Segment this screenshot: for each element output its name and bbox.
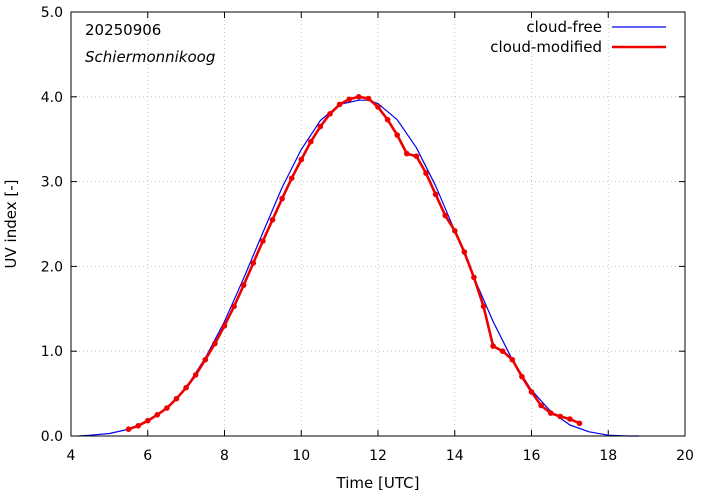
data-point-cloud-modified — [471, 274, 477, 281]
data-point-cloud-modified — [519, 373, 525, 380]
data-point-cloud-modified — [480, 303, 487, 310]
series-line-cloud-modified — [128, 95, 581, 431]
y-axis-title: UV index [-] — [2, 180, 20, 269]
data-point-cloud-modified — [154, 412, 161, 418]
data-point-cloud-modified — [145, 417, 151, 424]
data-point-cloud-modified — [557, 413, 564, 420]
series-layer — [78, 94, 639, 437]
data-point-cloud-modified — [461, 249, 468, 255]
legend-label-cloud-free: cloud-free — [526, 18, 602, 36]
data-point-cloud-modified — [260, 238, 266, 244]
data-point-cloud-modified — [202, 356, 209, 363]
y-tick-label: 3.0 — [41, 175, 63, 191]
annotation-location: Schiermonnikoog — [85, 48, 215, 66]
x-tick-label: 18 — [599, 448, 617, 464]
data-point-cloud-modified — [164, 405, 170, 411]
data-point-cloud-modified — [288, 175, 295, 181]
data-point-cloud-modified — [423, 170, 429, 176]
data-point-cloud-modified — [375, 104, 381, 110]
data-point-cloud-modified — [567, 416, 573, 422]
data-point-cloud-modified — [327, 111, 333, 117]
data-point-cloud-modified — [346, 96, 353, 103]
data-point-cloud-modified — [317, 123, 324, 130]
annotation-date: 20250906 — [85, 21, 161, 39]
data-point-cloud-modified — [125, 426, 132, 433]
y-tick-label: 1.0 — [41, 344, 63, 360]
data-point-cloud-modified — [528, 389, 535, 395]
data-point-cloud-modified — [221, 323, 228, 329]
data-point-cloud-modified — [298, 156, 305, 163]
x-tick-label: 10 — [292, 448, 310, 464]
data-point-cloud-modified — [279, 195, 285, 202]
legend-label-cloud-modified: cloud-modified — [490, 38, 602, 56]
legend: cloud-free cloud-modified — [490, 18, 666, 56]
data-point-cloud-modified — [442, 212, 449, 219]
y-tick-label: 2.0 — [41, 259, 63, 275]
y-tick-label: 5.0 — [41, 5, 63, 21]
data-point-cloud-modified — [394, 132, 401, 138]
x-tick-label: 16 — [523, 448, 541, 464]
data-point-cloud-modified — [240, 282, 247, 288]
x-tick-label: 20 — [676, 448, 694, 464]
data-point-cloud-modified — [192, 372, 199, 378]
data-point-cloud-modified — [365, 95, 372, 102]
tick-layer: 4 6 8 10 12 14 16 18 20 0.0 1.0 2.0 3.0 4.0 5.0 — [41, 5, 694, 464]
x-tick-label: 4 — [67, 448, 76, 464]
data-point-cloud-modified — [183, 384, 189, 391]
y-tick-label: 0.0 — [41, 429, 63, 445]
series-line-cloud-free — [78, 99, 639, 437]
data-point-cloud-modified — [576, 420, 583, 427]
data-point-cloud-modified — [404, 150, 410, 157]
data-point-cloud-modified — [490, 343, 496, 349]
data-point-cloud-modified — [250, 260, 257, 266]
x-tick-label: 14 — [446, 448, 464, 464]
x-tick-label: 12 — [369, 448, 387, 464]
data-point-cloud-modified — [413, 153, 420, 159]
data-point-cloud-modified — [135, 423, 141, 429]
x-axis-title: Time [UTC] — [336, 474, 420, 492]
data-point-cloud-modified — [308, 138, 314, 145]
x-tick-label: 8 — [220, 448, 229, 464]
data-point-cloud-modified — [452, 228, 458, 234]
data-point-cloud-modified — [356, 94, 362, 100]
data-point-cloud-modified — [547, 410, 554, 416]
data-point-cloud-modified — [538, 402, 544, 409]
data-point-cloud-modified — [432, 191, 439, 198]
data-point-cloud-modified — [269, 217, 276, 223]
data-point-cloud-modified — [509, 356, 516, 363]
y-tick-label: 4.0 — [41, 90, 63, 106]
data-point-cloud-modified — [231, 303, 237, 310]
data-point-cloud-modified — [384, 116, 391, 123]
grid-layer — [71, 12, 685, 436]
data-point-cloud-modified — [336, 101, 343, 108]
data-point-cloud-modified — [173, 395, 180, 402]
data-point-cloud-modified — [499, 348, 506, 355]
x-tick-label: 6 — [143, 448, 152, 464]
data-point-cloud-modified — [212, 340, 218, 347]
